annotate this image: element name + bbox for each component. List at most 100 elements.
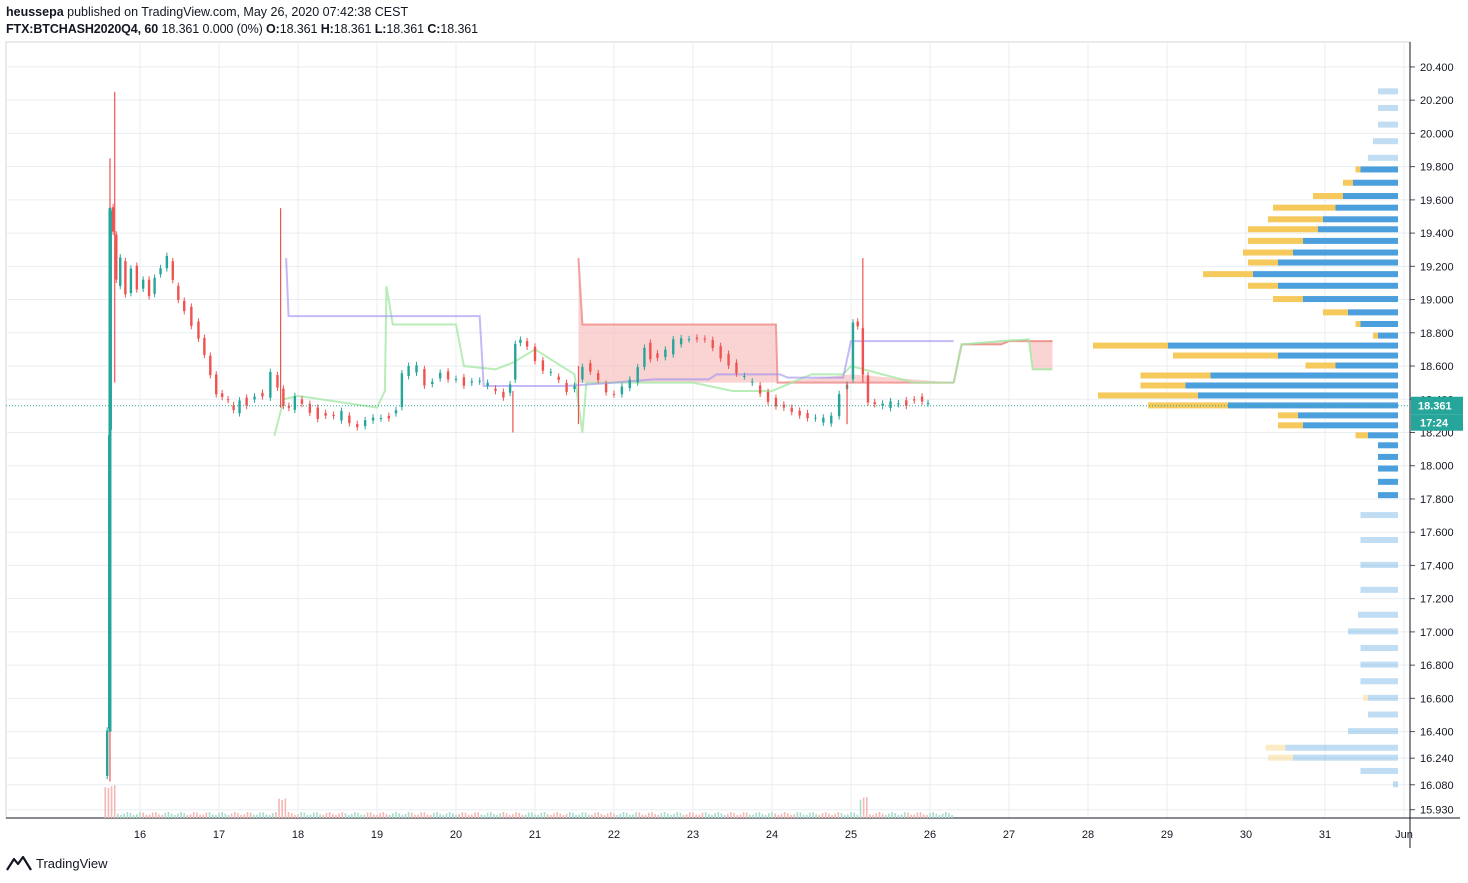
chart-header: heussepa published on TradingView.com, M… — [6, 4, 478, 38]
volume-bar — [382, 812, 385, 818]
candle-body — [814, 417, 817, 419]
volume-bar — [388, 814, 391, 818]
candle-body — [589, 363, 592, 372]
candle-body — [232, 405, 235, 410]
volume-bar — [534, 814, 536, 818]
volume-bar — [689, 812, 691, 818]
volume-profile-bar — [1358, 611, 1398, 618]
volume-profile-bar — [1360, 320, 1398, 327]
volume-bar — [281, 799, 284, 818]
volume-bar — [587, 814, 590, 818]
volume-bar — [647, 812, 650, 818]
volume-bar — [726, 813, 729, 818]
volume-profile-bar-yellow — [1203, 271, 1253, 278]
candle-body — [454, 378, 458, 380]
candle-body — [790, 407, 793, 412]
candle-body — [423, 369, 426, 386]
symbol-line: FTX:BTCHASH2020Q4, 60 18.361 0.000 (0%) … — [6, 21, 478, 38]
volume-bar — [559, 813, 562, 818]
volume-bar — [774, 813, 776, 818]
volume-profile-bar-yellow — [1343, 179, 1353, 186]
volume-bar — [787, 813, 789, 818]
candle-body — [541, 360, 545, 371]
volume-bar — [938, 814, 941, 818]
volume-profile-bar-yellow — [1273, 296, 1303, 303]
candle-body — [287, 405, 291, 408]
volume-bar — [733, 812, 735, 818]
kijun-line — [285, 257, 954, 387]
volume-bar — [717, 812, 720, 818]
volume-bar — [420, 812, 423, 818]
volume-bar — [335, 814, 337, 818]
volume-bar — [202, 814, 205, 818]
volume-profile-bar — [1303, 422, 1398, 429]
volume-bar — [515, 812, 517, 818]
volume-bar — [136, 814, 138, 818]
candle-body — [774, 397, 778, 407]
author-name[interactable]: heussepa — [6, 5, 64, 19]
volume-bar — [167, 812, 170, 818]
volume-profile-bar — [1278, 352, 1398, 359]
y-tick-label: 16.800 — [1420, 660, 1454, 672]
candle-body — [238, 400, 241, 414]
volume-bar — [790, 814, 792, 818]
volume-bar — [483, 814, 486, 818]
volume-bar — [508, 814, 511, 818]
volume-bar — [455, 814, 457, 818]
candle-body — [478, 380, 481, 382]
volume-bar — [916, 812, 919, 818]
volume-bar — [439, 813, 442, 818]
x-tick-label: 23 — [687, 829, 699, 841]
volume-bar — [521, 814, 524, 818]
volume-bar — [780, 813, 783, 818]
brand-label[interactable]: TradingView — [36, 855, 108, 871]
volume-bar — [888, 813, 890, 818]
volume-profile-bar — [1378, 104, 1398, 111]
volume-bar — [581, 812, 584, 818]
candle-body — [356, 424, 359, 428]
y-tick-label: 20.400 — [1420, 62, 1454, 74]
x-tick-label: 26 — [924, 829, 936, 841]
volume-bar — [802, 814, 805, 818]
volume-bar — [755, 812, 758, 818]
volume-profile-bar — [1360, 512, 1398, 519]
volume-bar — [752, 814, 754, 818]
volume-profile-bar — [1278, 282, 1398, 289]
candle-body — [549, 371, 552, 373]
open-value: 18.361 — [279, 22, 318, 36]
volume-bar — [531, 812, 533, 818]
volume-profile-bar — [1360, 166, 1398, 173]
volume-bar — [325, 812, 328, 818]
volume-bar — [458, 813, 460, 818]
candle-body — [873, 402, 876, 405]
volume-bar — [758, 812, 761, 818]
volume-bar — [417, 814, 419, 818]
volume-bar — [290, 813, 293, 818]
y-tick-label: 17.600 — [1420, 527, 1454, 539]
volume-bar — [616, 814, 618, 818]
volume-bar — [866, 797, 868, 818]
volume-bar — [619, 813, 622, 818]
volume-bar — [708, 814, 710, 818]
volume-bar — [843, 814, 846, 818]
candle-body — [703, 338, 707, 340]
candle-body — [400, 373, 404, 408]
volume-bar — [486, 812, 489, 818]
y-tick-label: 19.400 — [1420, 228, 1454, 240]
y-tick-label: 17.800 — [1420, 494, 1454, 506]
volume-profile-bar — [1360, 767, 1398, 774]
volume-profile-bar — [1378, 492, 1398, 499]
volume-bar — [543, 812, 546, 818]
volume-bar — [448, 812, 451, 818]
volume-bar — [192, 812, 195, 818]
x-tick-label: 22 — [608, 829, 620, 841]
volume-bar — [771, 812, 773, 818]
volume-bar — [546, 813, 549, 818]
volume-bar — [907, 812, 909, 818]
candle-body — [557, 376, 560, 380]
y-tick-label: 19.200 — [1420, 261, 1454, 273]
volume-bar — [357, 812, 359, 818]
volume-profile-bar — [1348, 309, 1398, 316]
candle-body — [806, 413, 809, 419]
